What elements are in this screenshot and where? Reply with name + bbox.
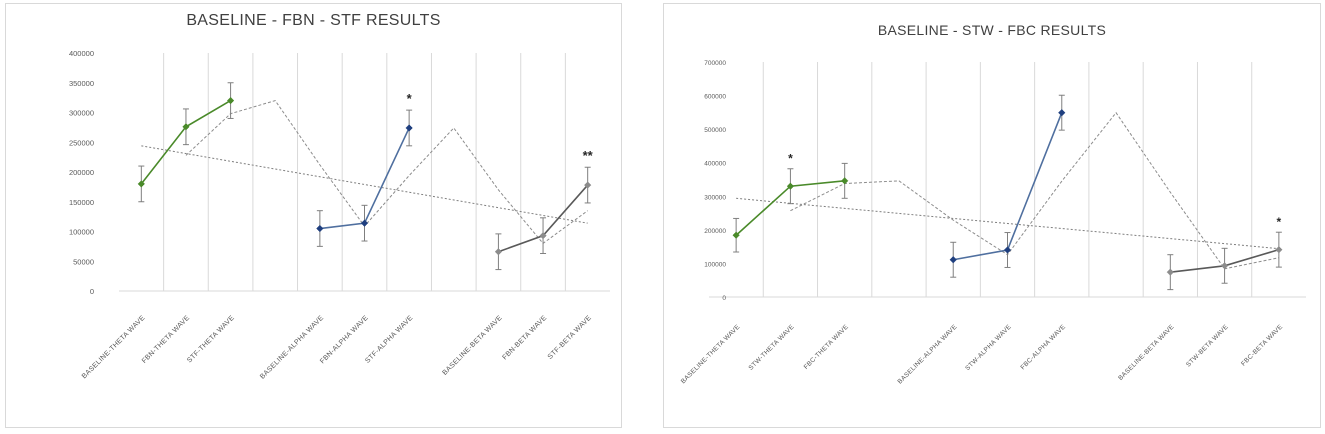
- chart-title: BASELINE - FBN - STF RESULTS: [186, 12, 441, 29]
- data-point-theta: [786, 182, 795, 190]
- x-tick-label: STF-THETA WAVE: [186, 314, 236, 364]
- chart-plot-1: 0 50000 100000 150000 200000 250000 300000 3500…: [69, 49, 610, 381]
- data-point-beta: [1275, 246, 1283, 254]
- y-tick-label: 500000: [704, 127, 726, 134]
- data-point-beta: [1220, 262, 1229, 270]
- x-tick-label: BASELINE-BETA WAVE: [442, 314, 504, 376]
- data-point-theta: [841, 177, 849, 185]
- data-point-theta: [137, 180, 145, 188]
- moving-average-trendline: [790, 111, 1279, 270]
- x-tick-label: BASELINE-ALPHA WAVE: [259, 314, 325, 380]
- y-tick-label: 700000: [704, 60, 726, 67]
- chart-plot-2: 0 100000 200000 300000 400000 500000 600000 700…: [680, 60, 1306, 386]
- x-tick-label: STF-ALPHA WAVE: [364, 314, 414, 364]
- x-tick-label: STF-BETA WAVE: [547, 314, 593, 360]
- data-point-theta: [226, 96, 235, 105]
- y-tick-label: 0: [722, 295, 726, 302]
- x-tick-label: BASELINE-THETA WAVE: [81, 314, 147, 380]
- y-tick-label: 0: [90, 287, 94, 296]
- data-point-theta: [182, 123, 190, 131]
- significance-annotation: **: [583, 148, 594, 163]
- data-point-alpha: [949, 256, 957, 264]
- data-point-alpha: [1058, 109, 1066, 117]
- x-tick-label: FBN-ALPHA WAVE: [319, 314, 370, 365]
- data-point-alpha: [316, 224, 324, 233]
- significance-annotation: *: [788, 152, 793, 166]
- significance-annotation: *: [407, 91, 413, 106]
- y-tick-label: 150000: [69, 198, 94, 207]
- x-tick-label: FBC-THETA WAVE: [803, 323, 851, 371]
- y-tick-label: 100000: [69, 228, 94, 237]
- data-point-alpha: [360, 219, 369, 227]
- data-point-beta: [494, 248, 503, 256]
- y-tick-label: 100000: [704, 261, 726, 268]
- data-point-alpha: [405, 124, 413, 132]
- data-point-beta: [1166, 268, 1174, 276]
- y-tick-label: 300000: [704, 194, 726, 201]
- y-tick-label: 50000: [73, 257, 94, 266]
- y-tick-label: 250000: [69, 138, 94, 147]
- linear-trendline: [736, 197, 1279, 250]
- y-tick-label: 200000: [69, 168, 94, 177]
- x-tick-label: BASELINE-BETA WAVE: [1117, 323, 1176, 382]
- x-tick-label: STW-BETA WAVE: [1185, 323, 1230, 368]
- chart-panel-1: BASELINE - FBN - STF RESULTS 0 50000 10000…: [5, 3, 622, 428]
- data-point-alpha: [1003, 246, 1012, 254]
- y-tick-label: 400000: [704, 161, 726, 168]
- y-tick-label: 200000: [704, 228, 726, 235]
- chart-panel-2: BASELINE - STW - FBC RESULTS 0 100000 2000…: [663, 3, 1321, 428]
- x-tick-label: BASELINE-THETA WAVE: [680, 323, 742, 385]
- x-tick-label: FBN-BETA WAVE: [502, 314, 549, 361]
- data-point-beta: [584, 181, 592, 189]
- y-tick-label: 600000: [704, 94, 726, 101]
- x-tick-label: STW-THETA WAVE: [747, 323, 796, 372]
- linear-trendline: [141, 145, 588, 224]
- y-tick-label: 300000: [69, 109, 94, 118]
- data-point-beta: [539, 232, 547, 240]
- chart-title: BASELINE - STW - FBC RESULTS: [877, 22, 1107, 38]
- significance-annotation: *: [1277, 215, 1282, 229]
- x-tick-label: BASELINE-ALPHA WAVE: [897, 323, 959, 385]
- y-tick-label: 350000: [69, 79, 94, 88]
- x-tick-label: FBC-ALPHA WAVE: [1019, 323, 1067, 371]
- moving-average-trendline: [185, 100, 588, 245]
- x-tick-label: FBC-BETA WAVE: [1240, 323, 1284, 367]
- x-tick-label: FBN-THETA WAVE: [141, 314, 191, 364]
- y-tick-label: 400000: [69, 49, 94, 58]
- data-point-theta: [732, 231, 740, 239]
- x-tick-label: STW-ALPHA WAVE: [964, 323, 1013, 372]
